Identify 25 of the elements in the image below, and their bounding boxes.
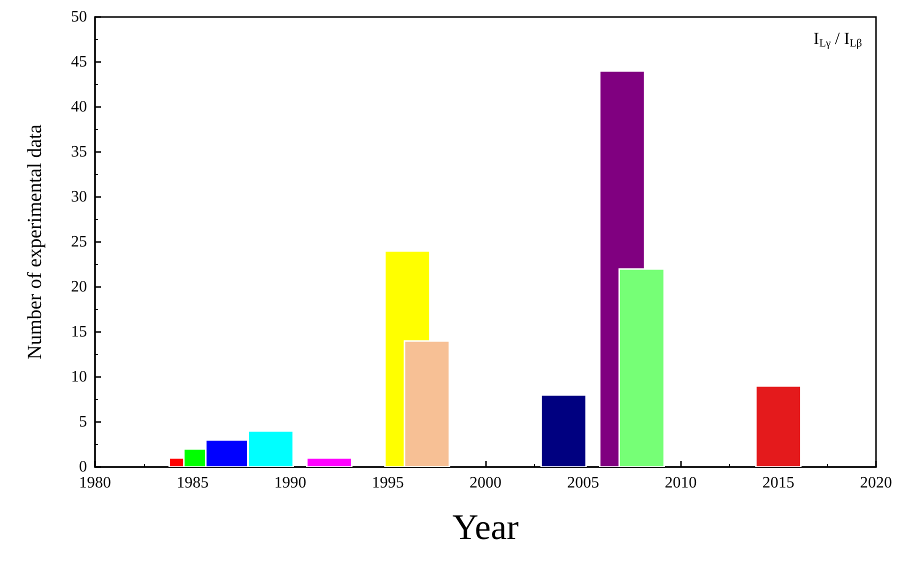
- y-tick-label: 10: [71, 368, 87, 386]
- y-tick-label: 50: [71, 8, 87, 26]
- x-tick-label: 1985: [176, 474, 209, 492]
- bar: [306, 457, 353, 467]
- bar: [540, 394, 587, 467]
- x-axis-title: Year: [452, 507, 519, 547]
- y-tick-label: 5: [79, 414, 87, 430]
- x-tick-label: 2010: [664, 474, 697, 492]
- x-tick-label: 1990: [274, 474, 306, 492]
- x-tick-label: 1995: [372, 474, 404, 492]
- x-tick-label: 2020: [860, 474, 892, 492]
- y-tick-label: 40: [71, 98, 87, 116]
- bar: [755, 385, 802, 467]
- y-tick-label: 30: [71, 188, 87, 206]
- x-tick-label: 2000: [470, 474, 502, 492]
- x-tick-label: 1980: [79, 474, 111, 492]
- y-tick-label: 25: [71, 234, 87, 250]
- y-tick-label: 35: [71, 144, 87, 160]
- y-tick-label: 15: [71, 324, 87, 340]
- x-tick-label: 2015: [762, 474, 794, 492]
- y-axis-title: Number of experimental data: [24, 124, 46, 360]
- y-tick-label: 20: [71, 278, 87, 296]
- y-tick-label: 0: [79, 458, 87, 476]
- x-tick-label: 2005: [567, 474, 600, 492]
- y-tick-label: 45: [71, 54, 87, 70]
